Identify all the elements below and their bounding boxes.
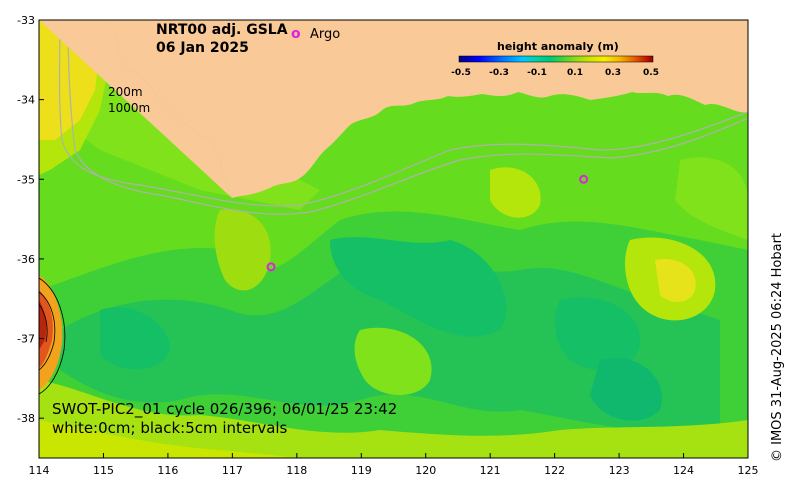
argo-float-layer xyxy=(266,174,589,272)
colorbar-tick-label: -0.3 xyxy=(489,68,509,78)
x-tick-label: 118 xyxy=(286,464,307,477)
colorbar-tick-label: 0.5 xyxy=(643,68,659,78)
colorbar-tick-label: -0.5 xyxy=(451,68,471,78)
y-tick-label: -33 xyxy=(17,14,35,27)
contour-caption: white:0cm; black:5cm intervals xyxy=(52,419,288,437)
anomaly-region xyxy=(330,237,507,337)
y-tick-label: -35 xyxy=(17,173,35,186)
isobath-200m xyxy=(58,20,748,207)
x-tick-label: 121 xyxy=(480,464,501,477)
colorbar-tick-label: -0.1 xyxy=(527,68,547,78)
argo-float-marker xyxy=(579,174,589,184)
anomaly-region xyxy=(214,209,271,291)
anomaly-region xyxy=(39,380,748,458)
y-tick-label: -34 xyxy=(17,94,35,107)
contour-5cm xyxy=(39,277,66,395)
imos-credit: © IMOS 31-Aug-2025 06:24 Hobart xyxy=(770,233,785,462)
depth-label-200m: 200m xyxy=(108,85,143,99)
colorbar-legend: height anomaly (m) -0.5 -0.3 -0.1 0.1 0.3 0.5 xyxy=(451,40,659,78)
anomaly-region xyxy=(39,420,300,458)
y-tick-label: -37 xyxy=(17,333,35,346)
map-plot-area xyxy=(39,20,748,458)
y-tick-label: -38 xyxy=(17,412,35,425)
colorbar-tick-label: 0.1 xyxy=(567,68,583,78)
colorbar xyxy=(458,55,654,63)
colorbar-ticks: -0.5 -0.3 -0.1 0.1 0.3 0.5 xyxy=(451,68,659,78)
y-tick-label: -36 xyxy=(17,253,35,266)
anomaly-region xyxy=(100,307,170,370)
colorbar-tick-label: 0.3 xyxy=(605,68,621,78)
contour-5cm xyxy=(39,291,56,371)
x-tick-label: 115 xyxy=(93,464,114,477)
x-tick-label: 122 xyxy=(544,464,565,477)
anomaly-region xyxy=(655,259,696,302)
anomaly-region xyxy=(490,167,541,218)
contour-lines xyxy=(39,277,66,395)
x-axis: 114 115 116 117 118 119 120 121 122 123 124 125 xyxy=(29,453,759,477)
x-tick-label: 117 xyxy=(222,464,243,477)
anomaly-region xyxy=(39,300,47,350)
anomaly-field xyxy=(39,20,748,458)
depth-label-1000m: 1000m xyxy=(108,101,150,115)
isobath-1000m xyxy=(67,20,748,215)
land-mass xyxy=(39,20,748,198)
x-tick-label: 124 xyxy=(673,464,694,477)
x-tick-label: 125 xyxy=(738,464,759,477)
y-axis: -33 -34 -35 -36 -37 -38 xyxy=(17,14,44,425)
anomaly-region xyxy=(675,157,748,240)
x-tick-label: 123 xyxy=(609,464,630,477)
anomaly-region xyxy=(590,358,662,421)
anomaly-region xyxy=(354,327,432,395)
argo-legend-label: Argo xyxy=(310,27,340,42)
x-tick-label: 116 xyxy=(157,464,178,477)
swot-caption: SWOT-PIC2_01 cycle 026/396; 06/01/25 23:… xyxy=(52,400,397,419)
plot-border xyxy=(38,19,749,459)
contour-5cm xyxy=(39,303,48,343)
x-tick-label: 114 xyxy=(29,464,50,477)
argo-float-marker xyxy=(266,262,276,272)
map-date: 06 Jan 2025 xyxy=(156,40,249,56)
x-tick-label: 120 xyxy=(415,464,436,477)
land-mass xyxy=(39,20,232,198)
argo-legend-marker: o xyxy=(291,26,301,42)
colorbar-title: height anomaly (m) xyxy=(497,40,619,53)
map-title: NRT00 adj. GSLA xyxy=(156,22,288,38)
x-tick-label: 119 xyxy=(351,464,372,477)
anomaly-region xyxy=(554,297,640,371)
bathymetry-contours xyxy=(58,20,748,215)
